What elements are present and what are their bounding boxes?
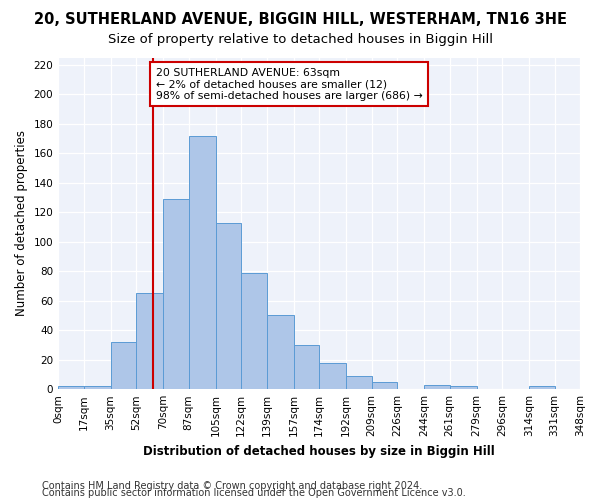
- Bar: [319, 362, 346, 389]
- X-axis label: Distribution of detached houses by size in Biggin Hill: Distribution of detached houses by size …: [143, 444, 495, 458]
- Bar: [241, 272, 266, 389]
- Bar: [83, 386, 110, 389]
- Text: 20 SUTHERLAND AVENUE: 63sqm
← 2% of detached houses are smaller (12)
98% of semi: 20 SUTHERLAND AVENUE: 63sqm ← 2% of deta…: [155, 68, 422, 101]
- Bar: [136, 294, 163, 389]
- Bar: [266, 316, 293, 389]
- Bar: [188, 136, 215, 389]
- Text: Contains HM Land Registry data © Crown copyright and database right 2024.: Contains HM Land Registry data © Crown c…: [42, 481, 422, 491]
- Text: 20, SUTHERLAND AVENUE, BIGGIN HILL, WESTERHAM, TN16 3HE: 20, SUTHERLAND AVENUE, BIGGIN HILL, WEST…: [34, 12, 566, 28]
- Bar: [215, 222, 241, 389]
- Y-axis label: Number of detached properties: Number of detached properties: [15, 130, 28, 316]
- Text: Contains public sector information licensed under the Open Government Licence v3: Contains public sector information licen…: [42, 488, 466, 498]
- Bar: [110, 342, 136, 389]
- Bar: [58, 386, 83, 389]
- Bar: [163, 199, 188, 389]
- Bar: [449, 386, 476, 389]
- Bar: [346, 376, 371, 389]
- Bar: [371, 382, 397, 389]
- Bar: [424, 385, 449, 389]
- Text: Size of property relative to detached houses in Biggin Hill: Size of property relative to detached ho…: [107, 32, 493, 46]
- Bar: [293, 345, 319, 389]
- Bar: [529, 386, 554, 389]
